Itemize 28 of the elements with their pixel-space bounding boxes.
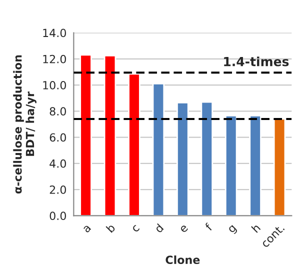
x-tick-label: h	[251, 223, 261, 233]
bar	[80, 54, 92, 216]
y-tick-label: 12.0	[43, 54, 66, 64]
ref-line-label: 1.4-times	[224, 56, 289, 66]
y-axis-title: α-cellulose production BDT/ ha/yr	[13, 55, 36, 194]
x-tick-label: a	[83, 224, 92, 234]
y-tick-label: 4.0	[50, 159, 66, 168]
y-tick-label: 10.0	[43, 80, 66, 90]
bar	[128, 73, 140, 216]
y-tick-label: 0.0	[50, 212, 66, 220]
x-tick-label: f	[204, 222, 214, 232]
bar	[104, 54, 116, 216]
bar	[176, 102, 189, 216]
x-tick-label: d	[154, 223, 164, 234]
bar	[249, 115, 262, 216]
bar	[152, 83, 165, 216]
x-tick-label: b	[106, 223, 116, 233]
x-tick-label: c	[132, 224, 140, 233]
bar	[273, 118, 286, 216]
x-tick-label: e	[180, 224, 188, 234]
y-tick-label: 8.0	[50, 107, 66, 116]
y-tick-label: 14.0	[43, 28, 66, 38]
bar	[224, 115, 238, 216]
bar	[200, 101, 214, 216]
x-axis-title: Clone	[166, 255, 200, 264]
x-tick-label: g	[228, 224, 238, 235]
y-tick-label: 2.0	[50, 186, 66, 194]
y-tick-label: 6.0	[50, 133, 66, 142]
